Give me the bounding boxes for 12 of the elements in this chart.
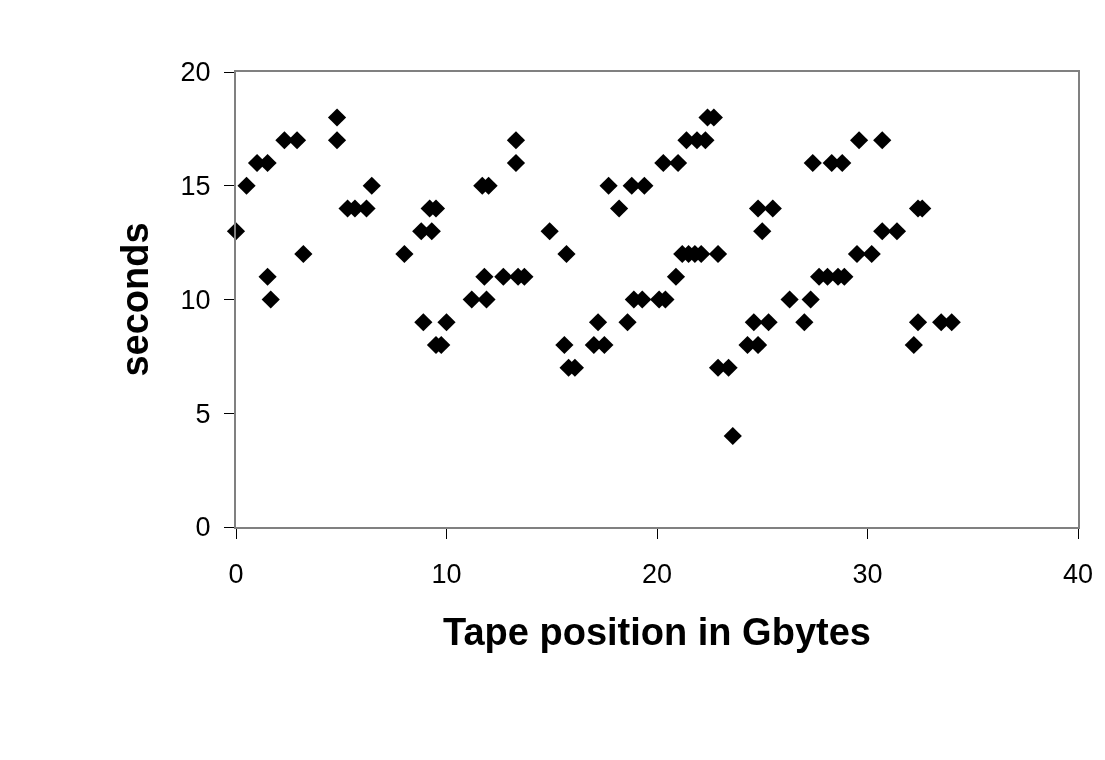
y-tick-label: 5: [195, 398, 211, 429]
x-axis-title: Tape position in Gbytes: [443, 611, 871, 653]
x-tick-label: 10: [431, 559, 462, 590]
x-tick-label: 40: [1062, 559, 1094, 590]
y-tick-label: 20: [180, 57, 211, 88]
x-tick-label: 30: [852, 559, 883, 590]
x-tick-label: 0: [228, 559, 244, 590]
y-tick-label: 0: [195, 512, 211, 543]
y-tick-label: 15: [180, 171, 211, 202]
y-axis-title: seconds: [114, 222, 157, 377]
y-tick-label: 10: [180, 284, 211, 315]
x-tick-label: 20: [641, 559, 673, 590]
